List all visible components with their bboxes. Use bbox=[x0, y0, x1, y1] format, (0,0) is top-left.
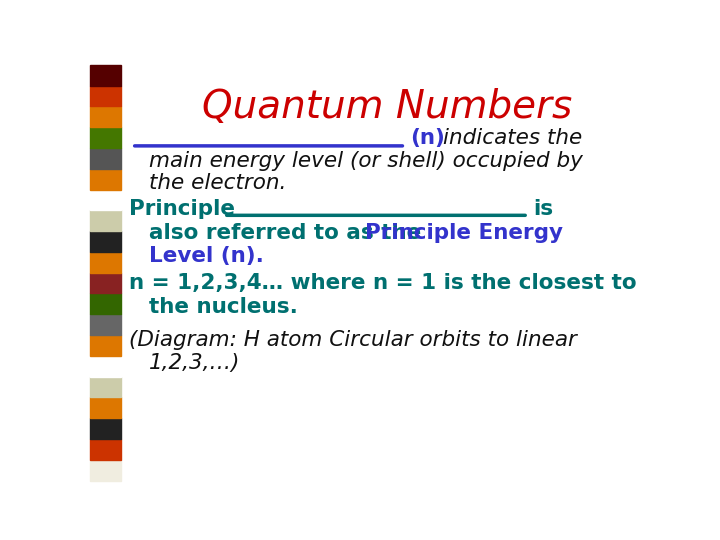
Bar bbox=[90, 377, 121, 397]
Bar bbox=[90, 293, 121, 314]
Text: 1,2,3,…): 1,2,3,…) bbox=[148, 353, 240, 373]
Bar bbox=[90, 127, 121, 148]
Bar bbox=[90, 418, 121, 439]
Bar bbox=[90, 148, 121, 168]
Text: main energy level (or shell) occupied by: main energy level (or shell) occupied by bbox=[148, 151, 582, 171]
Bar bbox=[90, 65, 121, 85]
Bar bbox=[90, 460, 121, 481]
Bar bbox=[90, 252, 121, 273]
Bar bbox=[90, 210, 121, 231]
Bar bbox=[90, 273, 121, 294]
Bar bbox=[90, 335, 121, 356]
Bar bbox=[90, 397, 121, 418]
Bar bbox=[90, 85, 121, 106]
Text: also referred to as the: also referred to as the bbox=[148, 223, 420, 243]
Text: n = 1,2,3,4… where n = 1 is the closest to: n = 1,2,3,4… where n = 1 is the closest … bbox=[129, 273, 636, 294]
Bar bbox=[90, 439, 121, 460]
Bar bbox=[90, 314, 121, 335]
Text: Quantum Numbers: Quantum Numbers bbox=[202, 87, 572, 126]
Bar bbox=[90, 168, 121, 190]
Text: is: is bbox=[534, 199, 554, 219]
Text: (n): (n) bbox=[410, 128, 445, 148]
Bar bbox=[90, 106, 121, 127]
Text: the electron.: the electron. bbox=[148, 173, 286, 193]
Text: Level (n).: Level (n). bbox=[148, 246, 264, 266]
Text: the nucleus.: the nucleus. bbox=[148, 297, 297, 317]
Bar bbox=[90, 231, 121, 252]
Bar bbox=[90, 356, 121, 377]
Bar bbox=[90, 190, 121, 210]
Text: Principle Energy: Principle Energy bbox=[365, 223, 563, 243]
Text: Principle: Principle bbox=[129, 199, 235, 219]
Text: (Diagram: H atom Circular orbits to linear: (Diagram: H atom Circular orbits to line… bbox=[129, 329, 577, 349]
Text: indicates the: indicates the bbox=[444, 128, 582, 148]
